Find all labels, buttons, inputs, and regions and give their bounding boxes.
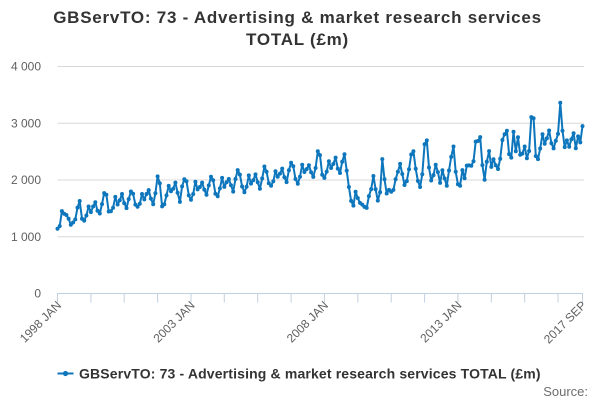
svg-text:4 000: 4 000 [11,60,41,74]
svg-text:3 000: 3 000 [11,117,41,131]
svg-text:2 000: 2 000 [11,173,41,187]
svg-text:GBServTO: 73 - Advertising & m: GBServTO: 73 - Advertising & market rese… [53,8,542,27]
svg-text:Source:: Source: [543,384,588,399]
svg-text:GBServTO: 73 - Advertising & m: GBServTO: 73 - Advertising & market rese… [79,365,541,381]
svg-text:1 000: 1 000 [11,230,41,244]
svg-text:TOTAL (£m): TOTAL (£m) [246,30,349,49]
svg-text:0: 0 [34,287,41,301]
